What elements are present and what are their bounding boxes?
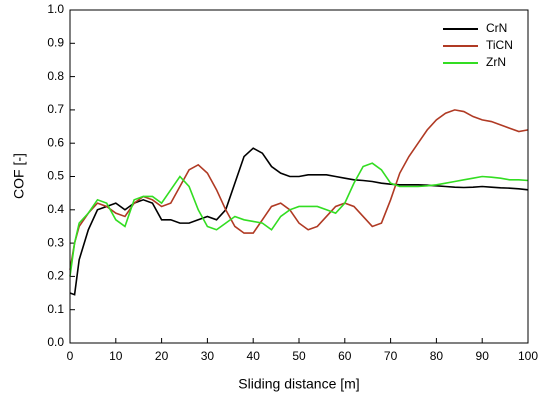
- y-tick-label: 0.6: [47, 135, 64, 149]
- x-tick-label: 100: [518, 349, 538, 363]
- x-tick-label: 40: [247, 349, 261, 363]
- x-tick-label: 10: [109, 349, 123, 363]
- x-tick-label: 0: [67, 349, 74, 363]
- y-axis-label: COF [-]: [11, 153, 27, 199]
- x-tick-label: 20: [155, 349, 169, 363]
- x-tick-label: 60: [338, 349, 352, 363]
- y-tick-label: 0.1: [47, 302, 64, 316]
- y-tick-label: 0.5: [47, 169, 64, 183]
- x-tick-label: 50: [292, 349, 306, 363]
- series-line: [69, 109, 529, 270]
- x-tick-label: 80: [430, 349, 444, 363]
- y-tick-label: 1.0: [47, 2, 64, 16]
- y-tick-label: 0.4: [47, 202, 64, 216]
- x-axis-label: Sliding distance [m]: [238, 376, 359, 392]
- y-tick-label: 0.2: [47, 269, 64, 283]
- plot-frame: [69, 9, 529, 344]
- y-tick-label: 0.8: [47, 69, 64, 83]
- x-tick-label: 90: [476, 349, 490, 363]
- x-tick-label: 30: [201, 349, 215, 363]
- series-line: [69, 147, 529, 296]
- legend-label: TiCN: [486, 38, 513, 52]
- legend-label: CrN: [486, 21, 507, 35]
- y-tick-label: 0.3: [47, 235, 64, 249]
- y-tick-label: 0.0: [47, 335, 64, 349]
- y-tick-label: 0.9: [47, 35, 64, 49]
- x-tick-label: 70: [384, 349, 398, 363]
- y-tick-label: 0.7: [47, 102, 64, 116]
- legend-label: ZrN: [486, 55, 506, 69]
- series-line: [69, 162, 529, 277]
